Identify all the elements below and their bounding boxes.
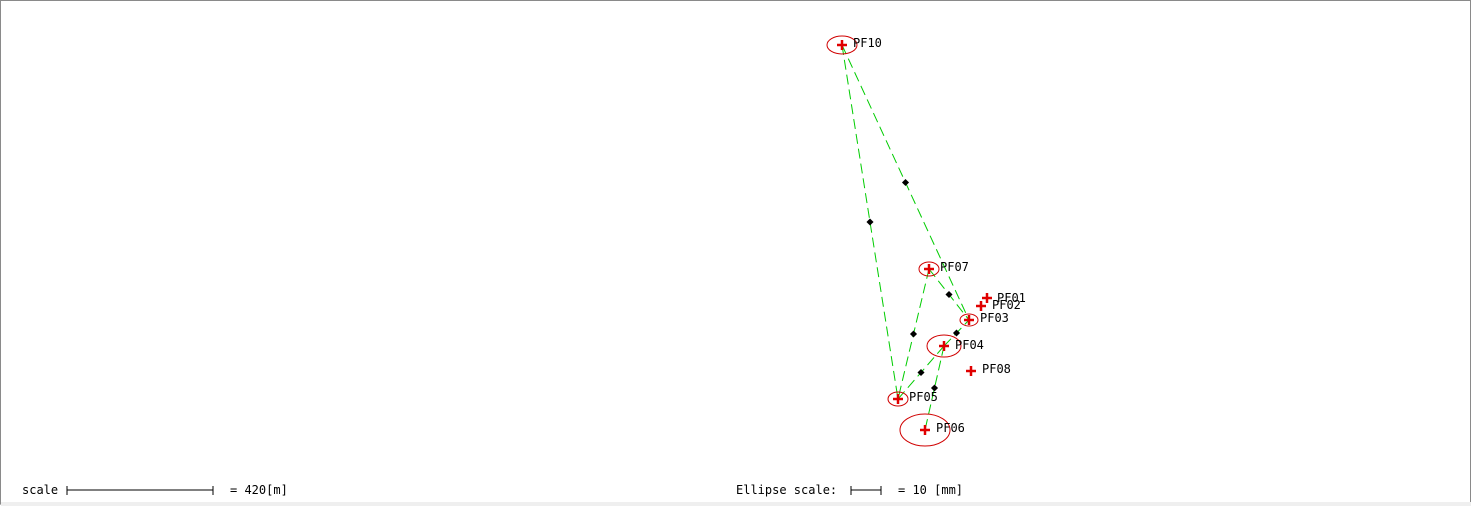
scale-bar <box>66 486 214 495</box>
observation-midpoint-marker <box>952 329 961 337</box>
point-label-pf06: PF06 <box>936 421 965 435</box>
point-marker-pf02[interactable] <box>976 301 986 311</box>
error-ellipse-pf10 <box>826 35 858 55</box>
observation-lines <box>841 44 970 431</box>
observation-midpoint-marker <box>945 290 953 299</box>
point-label-pf04: PF04 <box>955 338 984 352</box>
point-label-pf07: PF07 <box>940 260 969 274</box>
error-ellipse-pf06 <box>899 413 951 447</box>
point-marker-pf08[interactable] <box>966 366 976 376</box>
point-marker-pf07[interactable] <box>924 264 934 274</box>
error-ellipse-pf03 <box>959 313 979 327</box>
observation-midpoint-marker <box>866 218 874 226</box>
observation-midpoints <box>866 178 961 392</box>
observation-midpoint-marker <box>917 368 925 377</box>
point-marker-pf01[interactable] <box>982 293 992 303</box>
ellipse-scale-bar <box>850 486 882 495</box>
status-strip <box>1 502 1471 506</box>
ellipse-scale-label: Ellipse scale: <box>736 483 837 497</box>
error-ellipses <box>826 35 979 447</box>
observation-midpoint-marker <box>930 384 939 392</box>
ellipse-scale-value: = 10 [mm] <box>898 483 963 497</box>
point-label-pf05: PF05 <box>909 390 938 404</box>
observation-midpoint-marker <box>909 330 918 338</box>
point-label-pf08: PF08 <box>982 362 1011 376</box>
point-marker-pf05[interactable] <box>893 394 903 404</box>
point-label-pf03: PF03 <box>980 311 1009 325</box>
point-marker-pf03[interactable] <box>964 315 974 325</box>
point-marker-pf06[interactable] <box>920 425 930 435</box>
point-label-pf02: PF02 <box>992 298 1021 312</box>
point-label-pf10: PF10 <box>853 36 882 50</box>
scale-label: scale <box>22 483 58 497</box>
survey-points <box>837 40 992 435</box>
error-ellipse-pf05 <box>887 391 909 407</box>
observation-midpoint-marker <box>901 178 910 187</box>
point-marker-pf04[interactable] <box>939 341 949 351</box>
error-ellipse-pf07 <box>918 261 940 277</box>
error-ellipse-pf04 <box>926 334 962 358</box>
scale-value: = 420[m] <box>230 483 288 497</box>
point-label-pf01: PF01 <box>997 291 1026 305</box>
point-marker-pf10[interactable] <box>837 40 847 50</box>
